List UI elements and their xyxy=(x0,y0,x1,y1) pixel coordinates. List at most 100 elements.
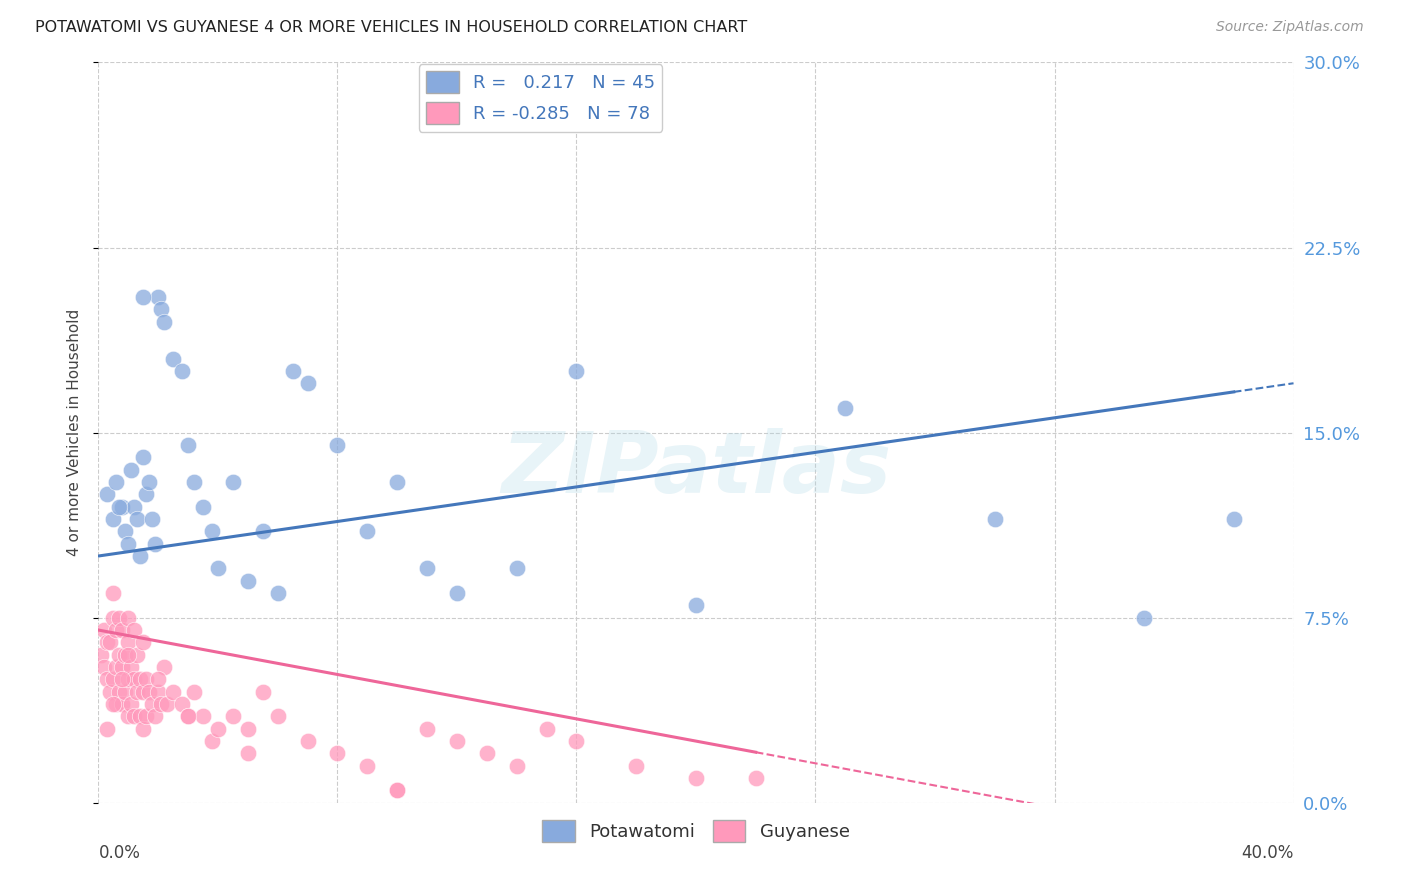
Point xyxy=(162,685,184,699)
Point xyxy=(117,610,139,624)
Point xyxy=(207,722,229,736)
Point xyxy=(177,438,200,452)
Point xyxy=(326,438,349,452)
Point xyxy=(111,697,134,711)
Point xyxy=(201,734,224,748)
Point xyxy=(153,660,176,674)
Point xyxy=(108,648,131,662)
Point xyxy=(172,697,194,711)
Point xyxy=(138,685,160,699)
Point xyxy=(222,475,245,489)
Point xyxy=(111,673,134,687)
Point xyxy=(124,673,146,687)
Point xyxy=(191,500,214,514)
Point xyxy=(124,623,146,637)
Y-axis label: 4 or more Vehicles in Household: 4 or more Vehicles in Household xyxy=(67,309,83,557)
Point xyxy=(103,586,125,600)
Point xyxy=(236,747,259,761)
Point xyxy=(132,722,155,736)
Point xyxy=(117,673,139,687)
Point xyxy=(132,290,155,304)
Point xyxy=(236,722,259,736)
Point xyxy=(626,758,648,772)
Point xyxy=(267,586,290,600)
Point xyxy=(172,364,194,378)
Point xyxy=(108,685,131,699)
Point xyxy=(103,512,125,526)
Point xyxy=(536,722,558,736)
Point xyxy=(132,635,155,649)
Point xyxy=(148,290,170,304)
Point xyxy=(356,758,378,772)
Legend: Potawatomi, Guyanese: Potawatomi, Guyanese xyxy=(534,813,858,849)
Point xyxy=(252,524,274,539)
Point xyxy=(177,709,200,723)
Point xyxy=(143,709,166,723)
Point xyxy=(1133,610,1156,624)
Point xyxy=(90,648,112,662)
Point xyxy=(150,697,173,711)
Point xyxy=(124,709,146,723)
Point xyxy=(93,623,115,637)
Point xyxy=(446,586,468,600)
Point xyxy=(252,685,274,699)
Point xyxy=(281,364,304,378)
Point xyxy=(132,685,155,699)
Point xyxy=(148,685,170,699)
Point xyxy=(446,734,468,748)
Point xyxy=(127,685,149,699)
Point xyxy=(156,697,179,711)
Point xyxy=(177,709,200,723)
Point xyxy=(135,673,157,687)
Point xyxy=(745,771,768,785)
Point xyxy=(114,524,136,539)
Point xyxy=(111,623,134,637)
Point xyxy=(135,487,157,501)
Point xyxy=(117,536,139,550)
Point xyxy=(103,610,125,624)
Point xyxy=(685,599,707,613)
Point xyxy=(105,623,128,637)
Point xyxy=(416,561,439,575)
Point xyxy=(129,673,152,687)
Point xyxy=(111,660,134,674)
Point xyxy=(96,635,118,649)
Point xyxy=(153,314,176,328)
Text: ZIPatlas: ZIPatlas xyxy=(501,428,891,511)
Point xyxy=(120,462,142,476)
Point xyxy=(111,500,134,514)
Point xyxy=(105,475,128,489)
Point xyxy=(356,524,378,539)
Point xyxy=(191,709,214,723)
Point xyxy=(201,524,224,539)
Point xyxy=(105,660,128,674)
Point xyxy=(96,487,118,501)
Point xyxy=(143,536,166,550)
Point xyxy=(385,783,409,797)
Point xyxy=(138,475,160,489)
Point xyxy=(103,697,125,711)
Point xyxy=(326,747,349,761)
Point xyxy=(150,302,173,317)
Point xyxy=(685,771,707,785)
Point xyxy=(96,673,118,687)
Point xyxy=(267,709,290,723)
Point xyxy=(565,364,588,378)
Point xyxy=(506,758,529,772)
Point xyxy=(120,660,142,674)
Point xyxy=(135,709,157,723)
Point xyxy=(183,475,205,489)
Point xyxy=(385,475,409,489)
Point xyxy=(141,697,163,711)
Text: POTAWATOMI VS GUYANESE 4 OR MORE VEHICLES IN HOUSEHOLD CORRELATION CHART: POTAWATOMI VS GUYANESE 4 OR MORE VEHICLE… xyxy=(35,20,748,35)
Point xyxy=(475,747,498,761)
Point xyxy=(96,722,118,736)
Text: 0.0%: 0.0% xyxy=(98,844,141,862)
Point xyxy=(834,401,856,415)
Point xyxy=(117,635,139,649)
Point xyxy=(297,376,319,391)
Text: 40.0%: 40.0% xyxy=(1241,844,1294,862)
Point xyxy=(1223,512,1246,526)
Point xyxy=(117,709,139,723)
Point xyxy=(124,500,146,514)
